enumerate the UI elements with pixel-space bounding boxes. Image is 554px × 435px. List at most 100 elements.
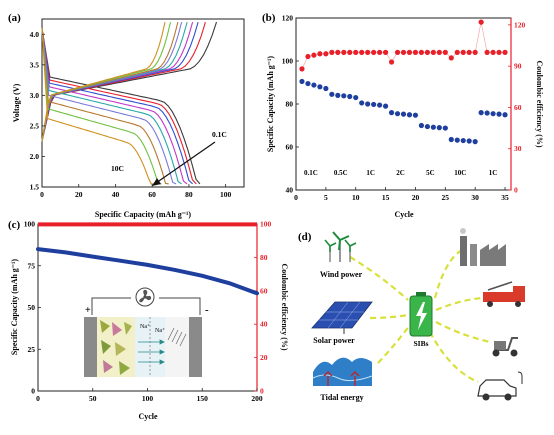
capacity-point [353,94,359,101]
rate-arrowhead [152,178,161,186]
rate-label: 1C [489,169,498,177]
panel-a-ytick-label: 3.5 [30,60,40,69]
connector-tidal [377,324,411,364]
label-solar-power: Solar power [313,336,355,345]
efficiency-point [460,49,466,56]
inset-cathode-crystals [100,320,132,375]
panel-b-frame [295,17,512,191]
inset-wire-right [159,297,201,315]
efficiency-point [347,49,353,56]
inset-anode-hatching [167,327,187,347]
panel-a-ticks: 0 20 40 60 80 100 1.5 2.0 2.5 3.0 3.5 4.0 [30,30,232,199]
panel-b-xtick-label: 35 [501,193,509,202]
efficiency-point [496,49,502,56]
efficiency-point [430,49,436,56]
capacity-point [347,93,353,100]
rate-label: 2C [396,169,405,177]
connector-factory [433,249,463,299]
panel-b-ytick-label: 40 [286,186,294,195]
efficiency-point [448,55,454,61]
panel-c-xtick-label: 150 [197,394,209,403]
capacity-point [412,112,419,118]
panel-b-ytick-right-label: 30 [514,144,522,153]
capacity-point [460,137,466,144]
panel-label-a: (a) [8,12,21,24]
battery-cell-icon [409,292,433,337]
discharge-curve-0 [41,28,201,185]
panel-a-xtick-label: 40 [112,190,120,199]
factory-icon [460,228,506,266]
efficiency-point [323,51,329,57]
battery-schematic-inset: + - Na⁺ Na⁺ [84,287,209,377]
panel-b-rate-performance: 0 5 10 15 20 25 30 35 40 60 80 100 120 0 30 60 90 120 0.1… [266,14,544,220]
efficiency-point [335,49,341,56]
capacity-point [400,111,407,117]
panel-b-ytick-label: 100 [282,57,294,66]
capacity-point [317,84,323,90]
capacity-point [377,102,383,108]
inset-ion-label-2: Na⁺ [155,327,165,334]
efficiency-point [311,52,317,58]
capacity-point [430,124,436,130]
efficiency-line [301,22,505,70]
capacity-point [341,93,347,99]
capacity-point [496,111,502,117]
panel-a-ytick-label: 1.5 [30,183,40,192]
capacity-point [502,112,508,118]
efficiency-point [406,49,413,56]
panel-b-xtick-label: 25 [442,193,450,202]
panel-a-ytick-label: 2.0 [30,152,40,161]
panel-label-b: (b) [262,12,276,24]
panel-a-ytick-label: 4.0 [30,30,40,39]
efficiency-point [484,49,490,56]
inset-collector-right [189,317,202,377]
panel-b-xtick-label: 10 [352,193,360,202]
panel-c-ytick-label: 25 [28,345,36,354]
car-icon [477,371,523,401]
panel-b-xtick-label: 15 [382,193,390,202]
capacity-point [466,138,472,144]
capacity-point [424,123,430,130]
efficiency-point [454,49,460,56]
panel-b-rate-labels: 0.1C 0.5C 1C 2C 5C 10C 1C [304,169,497,177]
discharge-curve-5 [41,28,177,185]
capacity-point [454,137,460,143]
capacity-point [305,80,311,87]
efficiency-point [472,49,478,56]
panel-c-ytick-right-label: 40 [260,320,268,329]
capacity-point [436,125,442,131]
charge-curve-8 [41,21,166,142]
panel-c-xtick-label: 50 [89,394,97,403]
efficiency-point [424,49,430,56]
efficiency-point [436,49,442,56]
capacity-point [323,85,329,92]
rate-arrow [155,141,216,184]
efficiency-point [442,49,448,56]
efficiency-point [341,49,347,56]
panel-b-xlabel: Cycle [394,210,414,219]
discharge-curve-4 [41,28,182,185]
truck-icon [483,281,525,307]
inset-anode-layer [165,317,189,377]
panel-b-xtick-label: 5 [324,193,328,202]
rate-label: 5C [426,169,435,177]
panel-c-ytick-right-label: 20 [260,353,268,362]
panel-label-c: (c) [8,219,21,231]
capacity-point [442,125,448,131]
panel-a-xlabel: Specific Capacity (mAh g⁻¹) [95,210,192,219]
panel-a-xtick-label: 60 [148,190,156,199]
panel-c-ytick-right-label: 80 [260,253,268,262]
panel-c-xtick-label: 200 [251,394,263,403]
connector-truck [435,296,483,312]
capacity-point [311,82,317,88]
efficiency-point [299,66,305,72]
capacity-point [359,100,365,106]
panel-label-d: (d) [298,231,312,243]
efficiency-point [305,53,311,60]
inset-minus-sign: - [205,304,209,316]
panel-b-ytick-right-label: 60 [514,103,522,112]
efficiency-point [466,49,472,56]
